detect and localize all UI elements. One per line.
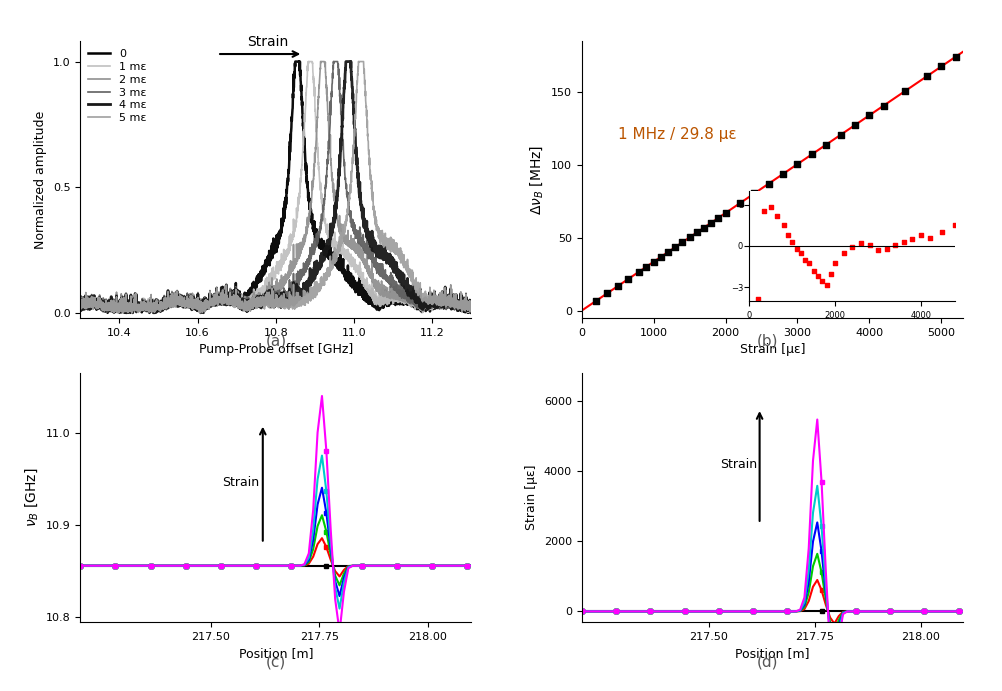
Text: (a): (a) <box>265 334 287 348</box>
Point <box>803 149 819 160</box>
Text: Strain: Strain <box>719 457 757 471</box>
Legend: 0, 1 mε, 2 mε, 3 mε, 4 mε, 5 mε: 0, 1 mε, 2 mε, 3 mε, 4 mε, 5 mε <box>86 47 149 125</box>
Point <box>630 266 646 277</box>
Point <box>587 295 603 306</box>
Point <box>609 281 625 292</box>
Point <box>789 159 805 170</box>
Y-axis label: $\nu_B$ [GHz]: $\nu_B$ [GHz] <box>23 468 40 527</box>
Point <box>861 110 877 121</box>
Point <box>918 70 934 82</box>
Point <box>702 217 718 228</box>
X-axis label: Pump-Probe offset [GHz]: Pump-Probe offset [GHz] <box>198 343 353 356</box>
Point <box>673 237 689 248</box>
Text: 1 MHz / 29.8 με: 1 MHz / 29.8 με <box>617 127 735 142</box>
Text: (b): (b) <box>756 334 778 348</box>
Point <box>846 120 862 131</box>
Point <box>760 178 776 189</box>
Point <box>832 129 848 140</box>
Point <box>947 51 963 62</box>
Point <box>688 227 704 238</box>
Text: (c): (c) <box>266 655 286 670</box>
Point <box>875 100 891 111</box>
Point <box>638 261 654 272</box>
Point <box>775 169 791 180</box>
X-axis label: Position [m]: Position [m] <box>238 647 313 660</box>
Y-axis label: Normalized amplitude: Normalized amplitude <box>34 111 47 249</box>
Point <box>652 252 668 263</box>
Point <box>818 139 834 150</box>
Point <box>695 222 711 233</box>
Text: Strain: Strain <box>222 476 260 489</box>
Point <box>731 198 747 209</box>
Y-axis label: Strain [με]: Strain [με] <box>525 465 538 530</box>
Point <box>709 212 725 223</box>
Text: (d): (d) <box>756 655 778 670</box>
Point <box>716 207 732 218</box>
Text: Strain: Strain <box>247 35 289 49</box>
Point <box>645 256 661 267</box>
Point <box>666 242 682 253</box>
Point <box>932 61 948 72</box>
X-axis label: Strain [με]: Strain [με] <box>738 343 805 356</box>
Point <box>681 231 697 243</box>
Point <box>659 247 675 258</box>
Point <box>598 288 614 299</box>
X-axis label: Position [m]: Position [m] <box>734 647 809 660</box>
Point <box>620 274 636 285</box>
Point <box>897 86 913 97</box>
Y-axis label: $\Delta\nu_B$ [MHz]: $\Delta\nu_B$ [MHz] <box>528 144 545 215</box>
Point <box>745 188 762 199</box>
